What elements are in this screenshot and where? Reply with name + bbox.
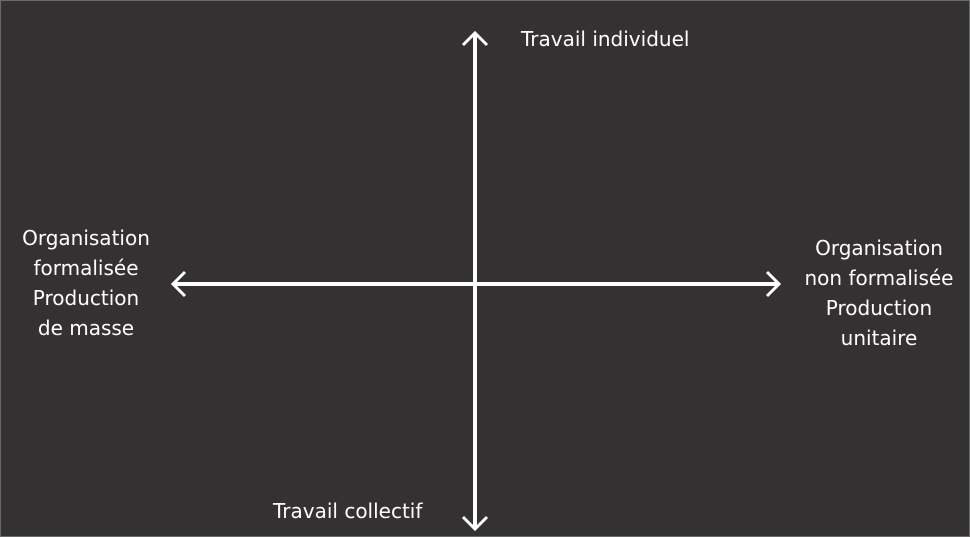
arrow-left-icon — [170, 270, 187, 298]
axis-label-right-line: non formalisée — [804, 266, 954, 290]
axis-label-bottom-text: Travail collectif — [273, 499, 423, 523]
axis-label-left-line: Production — [32, 286, 140, 310]
axis-label-left-line: formalisée — [33, 256, 139, 280]
arrow-down-icon — [461, 515, 489, 532]
axis-label-left-line: de masse — [37, 316, 135, 340]
axis-label-left-line: Organisation — [22, 226, 150, 250]
axis-label-bottom: Travail collectif — [273, 496, 422, 526]
axis-label-left: Organisation formalisée Production de ma… — [11, 223, 161, 343]
axis-label-right-line: Organisation — [815, 236, 943, 260]
arrow-up-icon — [461, 30, 489, 47]
axis-label-right-line: Production — [825, 296, 933, 320]
axis-label-top: Travail individuel — [521, 24, 689, 54]
axis-label-right-line: unitaire — [840, 326, 918, 350]
axis-label-top-text: Travail individuel — [521, 27, 690, 51]
arrow-right-icon — [765, 270, 782, 298]
axis-label-right: Organisation non formalisée Production u… — [798, 233, 960, 353]
